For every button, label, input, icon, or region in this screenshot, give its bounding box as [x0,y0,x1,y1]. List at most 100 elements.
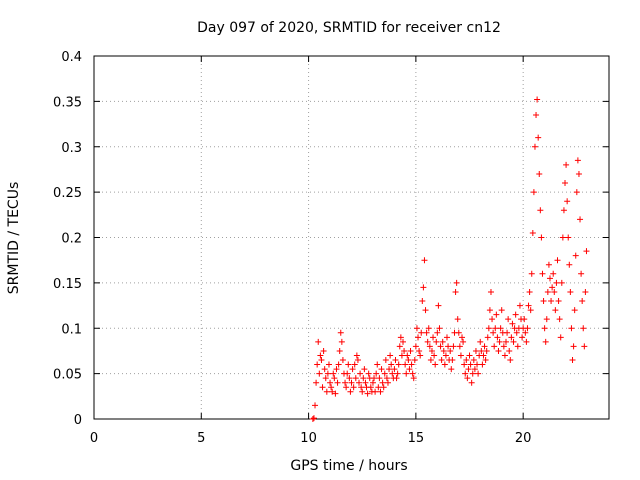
data-point [350,384,357,391]
data-point [560,207,567,214]
data-point [457,352,464,359]
data-point [413,325,420,332]
data-point [403,370,410,377]
data-point [509,320,516,327]
data-point [564,198,571,205]
data-point [563,161,570,168]
data-point [450,343,457,350]
data-point [389,370,396,377]
data-point [493,311,500,318]
data-point [577,216,584,223]
data-point [567,288,574,295]
data-point [452,288,459,295]
data-point [442,352,449,359]
data-point [557,334,564,341]
data-point [475,370,482,377]
data-point [534,96,541,103]
data-point [392,357,399,364]
data-point [408,361,415,368]
data-point [415,334,422,341]
data-point [325,361,332,368]
data-point [338,338,345,345]
data-point [372,388,379,395]
data-point [579,298,586,305]
data-point [447,347,454,354]
data-point [519,334,526,341]
data-point [405,357,412,364]
data-point [503,338,509,345]
data-point [428,347,435,354]
data-point [387,352,394,359]
y-tick-label: 0.35 [53,95,82,110]
data-point [314,361,321,368]
data-point [369,379,376,386]
data-point [412,343,419,350]
data-point [378,366,385,373]
data-point [344,370,351,377]
data-point [583,248,590,255]
data-point [357,370,364,377]
data-point [439,338,446,345]
data-point [416,347,423,354]
data-point [418,329,425,336]
data-point [383,375,390,382]
data-point [313,379,320,386]
data-point [386,366,393,373]
data-point [365,370,372,377]
data-point [552,307,559,314]
data-point [422,307,429,314]
data-point [417,352,424,359]
data-point [480,352,487,359]
data-point [323,388,330,395]
data-point [409,370,416,377]
data-point [477,338,484,345]
data-point [494,334,501,341]
data-point [318,357,325,364]
data-point [582,288,589,295]
data-point [575,170,582,177]
data-point [404,352,411,359]
data-point [425,325,432,332]
data-point [441,361,448,368]
data-point [507,357,514,364]
data-point [367,384,374,391]
data-point [320,347,327,354]
data-point [319,384,326,391]
data-point [453,279,460,286]
data-point [500,343,507,350]
data-point [328,384,335,391]
data-point [331,375,338,382]
data-point [396,343,403,350]
y-tick-label: 0.3 [61,141,82,156]
y-tick-label: 0.05 [53,368,82,383]
data-point [431,352,438,359]
data-point [539,270,546,277]
data-point [393,375,400,382]
data-point [553,279,560,286]
data-point [406,366,413,373]
data-point [384,379,391,386]
data-point [484,334,491,341]
data-point [524,325,531,332]
y-tick-label: 0.25 [53,186,82,201]
data-point [581,343,588,350]
data-point [571,307,578,314]
data-point [489,316,496,323]
x-axis-label: GPS time / hours [290,458,407,474]
axis-tick-labels: 0 5 10 15 20 0 0.05 0.1 0.15 0.2 0.25 0.3 0.35 0.4 [53,50,531,446]
y-axis-label: SRMTID / TECUs [6,182,22,295]
data-point [327,379,334,386]
data-point [371,375,378,382]
data-point [545,261,552,268]
data-point [504,329,511,336]
data-point [508,334,515,341]
data-point [465,366,472,373]
data-point [568,325,575,332]
data-point [478,347,485,354]
data-point [374,361,381,368]
data-point [554,257,561,264]
data-point [401,347,408,354]
data-point [398,352,405,359]
data-point [514,343,521,350]
data-point [316,370,323,377]
